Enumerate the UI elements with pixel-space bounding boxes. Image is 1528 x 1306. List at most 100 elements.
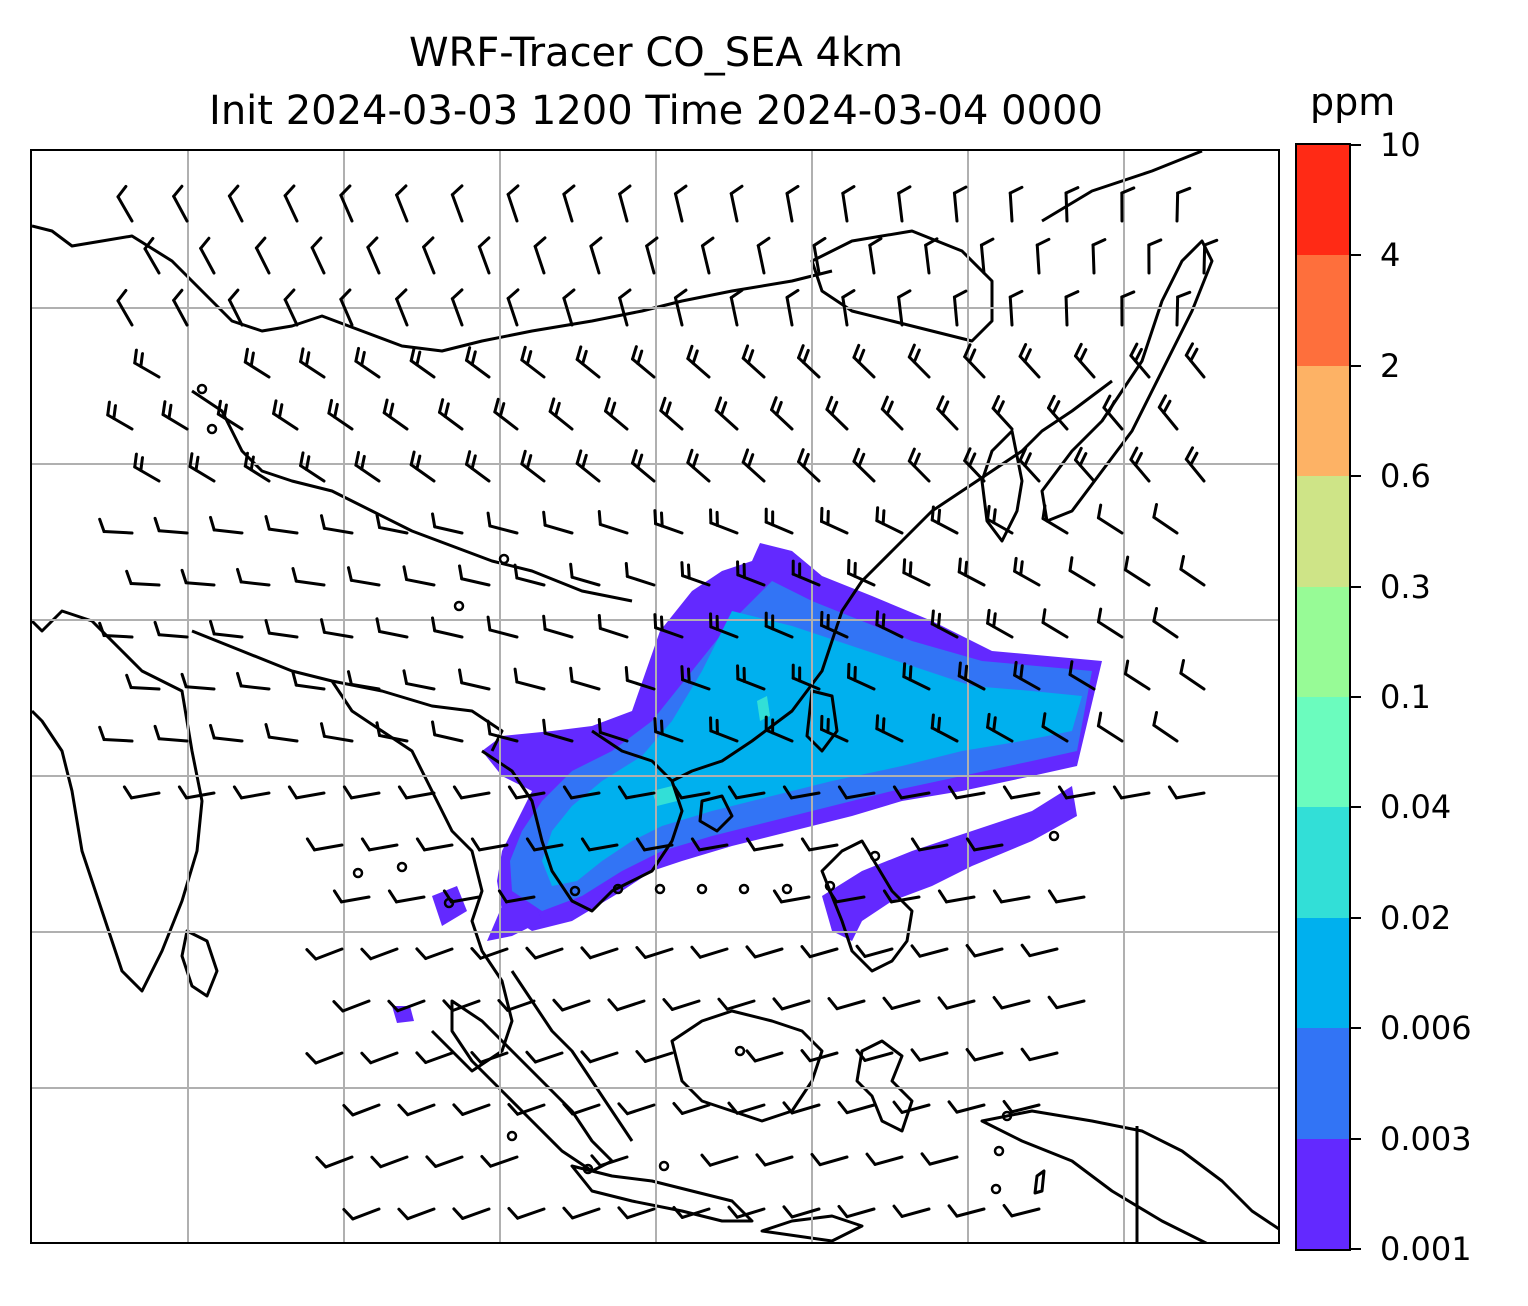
wind-barb-flag xyxy=(968,452,977,468)
wind-barb-shaft xyxy=(1175,295,1180,327)
wind-barb-shaft xyxy=(106,413,134,431)
wind-barb xyxy=(617,1102,656,1116)
wind-barb xyxy=(617,1206,656,1220)
wind-barb-flag xyxy=(952,185,968,195)
wind-barb xyxy=(979,237,995,275)
wind-barb xyxy=(785,184,800,223)
wind-barb-flag xyxy=(562,1206,574,1220)
wind-barb-flag xyxy=(617,1102,629,1116)
wind-barb-shaft xyxy=(433,733,464,743)
wind-barb-shaft xyxy=(1018,458,1041,483)
wind-barb-shaft xyxy=(679,791,711,800)
wind-barb xyxy=(291,671,326,691)
wind-barb-flag xyxy=(837,785,848,800)
wind-barb-shaft xyxy=(736,677,766,691)
wind-barb-shaft xyxy=(875,519,904,535)
wind-barb-shaft xyxy=(369,1051,399,1065)
wind-barb xyxy=(332,999,371,1013)
wind-barb xyxy=(580,946,619,960)
wind-barb-shaft xyxy=(841,191,849,223)
wind-barb-flag xyxy=(635,1050,647,1063)
wind-barb-shaft xyxy=(1119,791,1151,800)
wind-barb-flag xyxy=(590,1154,602,1168)
wind-barb-flag xyxy=(1184,446,1195,461)
wind-barb xyxy=(764,611,794,639)
wind-barb-flag xyxy=(388,402,395,419)
wind-barb xyxy=(855,944,894,958)
wind-barb-flag xyxy=(645,236,659,248)
wind-barb-flag xyxy=(820,610,824,627)
wind-barb-flag xyxy=(125,673,133,690)
wind-barb-flag xyxy=(254,236,267,250)
wind-barb-flag xyxy=(552,998,564,1012)
wind-barb-flag xyxy=(771,614,775,631)
wind-barb xyxy=(450,184,464,223)
wind-barb-flag xyxy=(1019,664,1024,681)
wind-barb-flag xyxy=(1184,342,1195,357)
wind-barb-flag xyxy=(497,889,508,904)
wind-barb-flag xyxy=(1018,447,1028,462)
wind-barb xyxy=(1008,185,1024,223)
wind-barb-shaft xyxy=(999,895,1031,904)
wind-barb xyxy=(897,289,912,327)
wind-barb xyxy=(1068,556,1096,587)
wind-barb xyxy=(690,837,729,852)
wind-barb-flag xyxy=(264,515,271,531)
wind-barb xyxy=(1047,394,1069,431)
wind-barb-flag xyxy=(1008,185,1024,195)
wind-barb xyxy=(727,1101,766,1115)
wind-barb-shaft xyxy=(700,244,711,275)
colorbar-tick-label: 0.001 xyxy=(1380,1230,1472,1268)
wind-barb-shaft xyxy=(1008,191,1014,223)
wind-barb-shaft xyxy=(1096,516,1124,535)
wind-barb-flag xyxy=(868,237,883,247)
wind-barb xyxy=(236,567,271,587)
wind-barb xyxy=(525,946,564,960)
wind-barb xyxy=(1074,342,1096,379)
wind-barb-shaft xyxy=(461,1207,491,1220)
wind-barb-shaft xyxy=(339,297,354,327)
wind-barb-shaft xyxy=(434,1155,464,1168)
gridlines xyxy=(32,151,1278,1242)
wind-barb-flag xyxy=(1051,400,1061,415)
wind-barb xyxy=(1041,608,1069,639)
wind-barb-flag xyxy=(486,719,492,736)
wind-barb-shaft xyxy=(254,246,271,275)
wind-barb-shaft xyxy=(349,682,381,691)
wind-barb-flag xyxy=(1074,446,1083,462)
wind-barb xyxy=(438,398,464,431)
wind-barb xyxy=(607,998,646,1012)
wind-barb-flag xyxy=(635,837,646,852)
wind-barb-shaft xyxy=(532,843,564,852)
colorbar-tick-label: 0.02 xyxy=(1380,898,1452,937)
wind-barb-shaft xyxy=(1064,791,1096,800)
wind-barb-shaft xyxy=(1018,354,1041,379)
wind-barb-flag xyxy=(857,348,866,364)
wind-barb-flag xyxy=(937,996,949,1010)
wind-barb-flag xyxy=(673,288,688,300)
wind-barb-flag xyxy=(910,837,921,852)
wind-barb xyxy=(486,511,519,535)
wind-barb-flag xyxy=(855,1048,867,1062)
colorbar-segment xyxy=(1297,365,1349,477)
wind-barb-shaft xyxy=(643,1051,674,1063)
wind-barb-flag xyxy=(375,721,382,738)
wind-barb-shaft xyxy=(1074,354,1096,379)
wind-barb-flag xyxy=(319,722,326,738)
wind-barb xyxy=(947,785,986,800)
wind-barb-shaft xyxy=(379,1155,409,1169)
wind-barb-flag xyxy=(452,1103,465,1116)
wind-barb xyxy=(875,714,904,743)
wind-barb-shaft xyxy=(1047,406,1069,431)
wind-barb-shaft xyxy=(698,947,729,959)
wind-barb-shaft xyxy=(1129,458,1151,483)
wind-barb xyxy=(232,785,271,800)
wind-barb-flag xyxy=(837,1204,849,1219)
wind-barb xyxy=(452,1207,491,1220)
wind-barb-flag xyxy=(470,350,477,366)
colorbar-segment xyxy=(1297,254,1349,366)
wind-barb-flag xyxy=(332,889,343,904)
wind-barb-shaft xyxy=(272,412,299,431)
wind-barb xyxy=(1068,660,1096,691)
wind-barb-shaft xyxy=(367,843,399,852)
